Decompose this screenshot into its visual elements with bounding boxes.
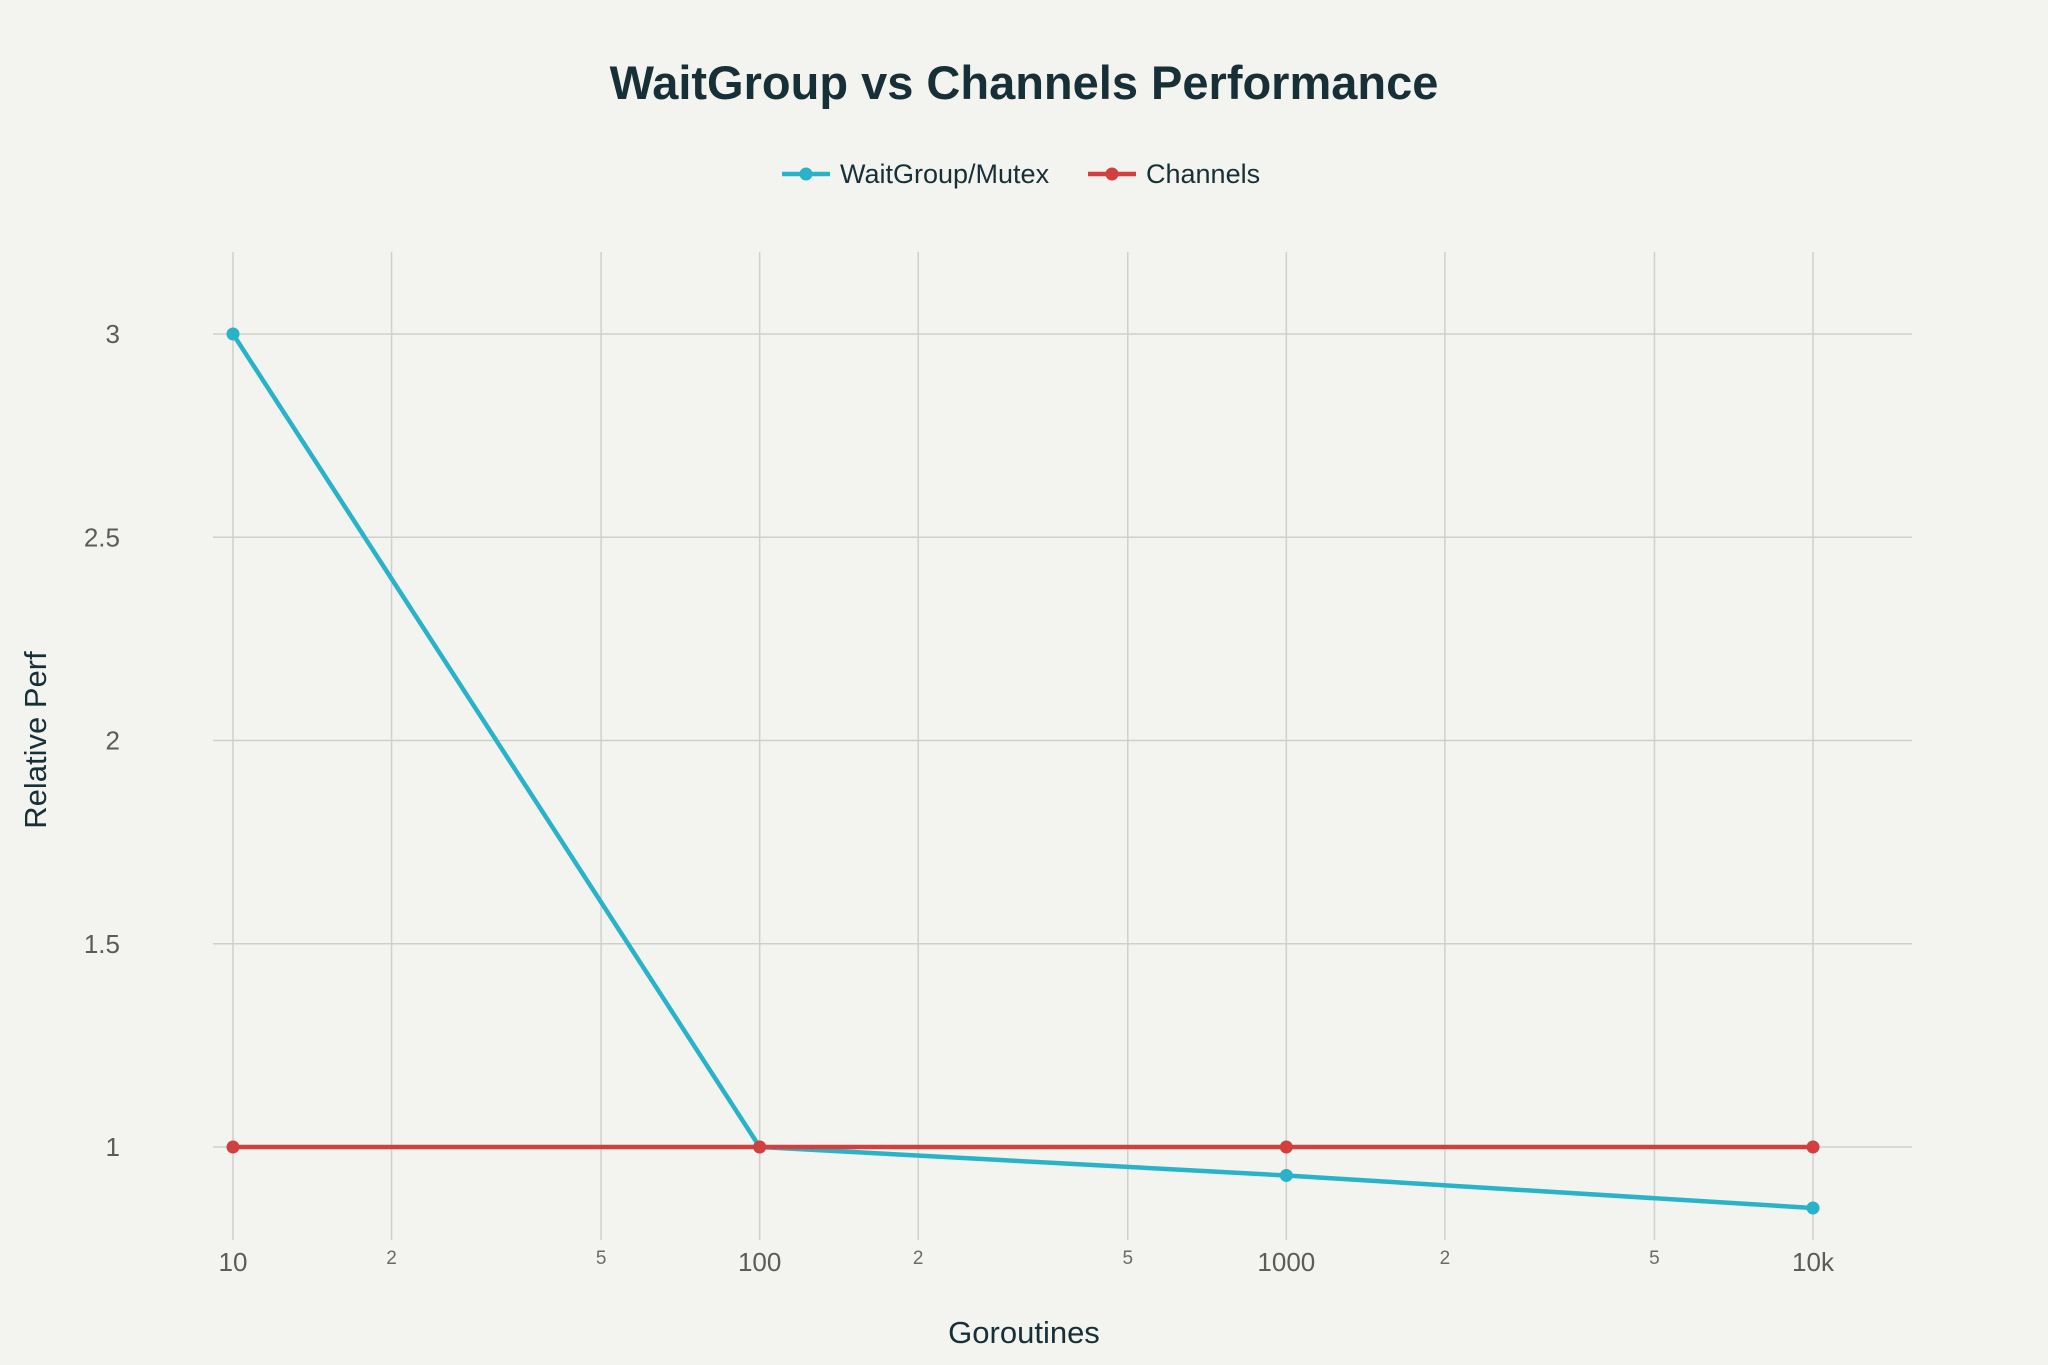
x-minor-tick-label: 5 [1649,1248,1660,1269]
y-axis-ticks: 1 1.5 2 2.5 3 [84,319,120,1162]
x-minor-tick-label: 5 [596,1248,607,1269]
x-axis-ticks: 10 100 1000 10k 2 5 2 5 2 5 [219,1247,1835,1277]
legend-swatch-marker [799,167,813,181]
x-tick-label: 1000 [1257,1247,1315,1277]
legend-label: Channels [1146,159,1260,189]
data-point [1806,1140,1820,1154]
grid [213,252,1912,1240]
series-waitgroup-mutex [226,327,1820,1215]
x-tick-label: 10 [219,1247,248,1277]
data-point [1279,1168,1293,1182]
y-tick-label: 1 [106,1132,120,1162]
y-tick-label: 3 [106,319,120,349]
x-tick-label: 100 [738,1247,781,1277]
legend-item: Channels [1088,159,1260,189]
chart-title: WaitGroup vs Channels Performance [610,56,1439,109]
series-line [231,332,1814,1211]
x-tick-label: 10k [1792,1247,1835,1277]
legend: WaitGroup/Mutex Channels [782,159,1260,189]
y-tick-label: 1.5 [84,929,120,959]
legend-label: WaitGroup/Mutex [840,159,1050,189]
legend-item: WaitGroup/Mutex [782,159,1050,189]
data-point [226,327,240,341]
x-minor-tick-label: 2 [1440,1248,1451,1269]
legend-swatch-marker [1105,167,1119,181]
series-layer [226,327,1820,1215]
x-minor-tick-label: 2 [913,1248,924,1269]
data-point [1279,1140,1293,1154]
x-axis-title: Goroutines [948,1315,1100,1350]
x-minor-tick-label: 2 [386,1248,397,1269]
x-minor-tick-label: 5 [1123,1248,1134,1269]
data-point [1806,1201,1820,1215]
data-point [226,1140,240,1154]
series-channels [226,1140,1820,1154]
y-tick-label: 2 [106,726,120,756]
y-tick-label: 2.5 [84,522,120,552]
data-point [753,1140,767,1154]
y-axis-title: Relative Perf [18,651,53,829]
